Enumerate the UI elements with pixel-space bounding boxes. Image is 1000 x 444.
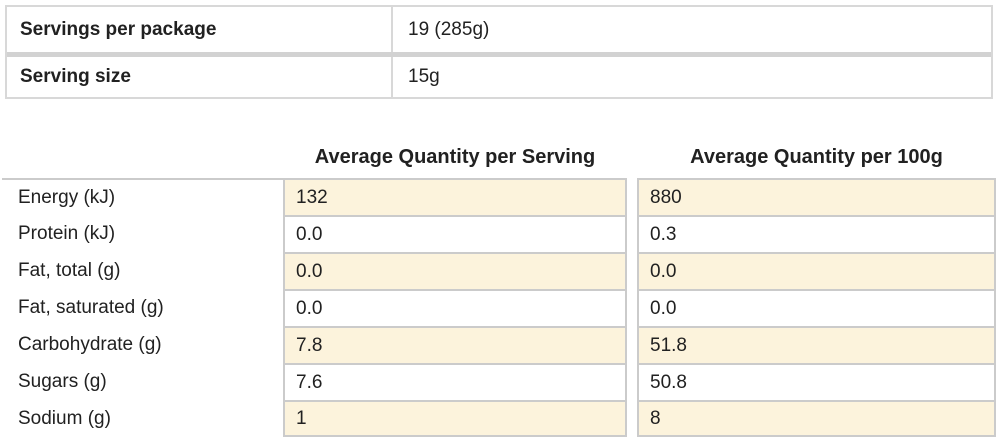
nutrition-table: Average Quantity per Serving Average Qua… [2, 104, 996, 437]
servings-per-package-value: 19 (285g) [408, 18, 490, 40]
per-serving-value: 0.0 [283, 289, 627, 326]
column-gap [627, 326, 637, 363]
serving-info-row: Servings per package 19 (285g) [7, 7, 991, 52]
column-gap [627, 400, 637, 437]
per-serving-value: 7.6 [283, 363, 627, 400]
per-100g-value: 0.3 [637, 215, 996, 252]
per-100g-value: 8 [637, 400, 996, 437]
row-label: Fat, total (g) [18, 259, 121, 281]
column-gap [627, 252, 637, 289]
row-label: Energy (kJ) [2, 178, 283, 215]
servings-per-package-label: Servings per package [7, 7, 393, 52]
per-100g-value: 0.0 [637, 289, 996, 326]
per-100g-value: 0.0 [637, 252, 996, 289]
per-100g-value: 50.8 [637, 363, 996, 400]
per-serving-value: 1 [283, 400, 627, 437]
per-serving-value: 0.0 [283, 215, 627, 252]
per-100g-value: 880 [637, 178, 996, 215]
row-label: Carbohydrate (g) [18, 333, 162, 355]
col-header-per-serving: Average Quantity per Serving [314, 146, 596, 168]
row-label: Sodium (g) [18, 407, 111, 429]
nutrition-row-sodium: Sodium (g) 1 8 [2, 400, 996, 437]
nutrition-row-sugars: Sugars (g) 7.6 50.8 [2, 363, 996, 400]
serving-size-value: 15g [408, 66, 440, 87]
column-gap [627, 289, 637, 326]
column-gap [627, 215, 637, 252]
serving-info-row: Serving size 15g [7, 52, 991, 97]
per-100g-value: 51.8 [637, 326, 996, 363]
row-label: Fat, saturated (g) [18, 296, 164, 318]
row-label: Sugars (g) [18, 370, 107, 392]
per-serving-value: 132 [283, 178, 627, 215]
per-serving-value: 7.8 [283, 326, 627, 363]
col-header-per-100g: Average Quantity per 100g [690, 146, 943, 168]
serving-info-table: Servings per package 19 (285g) Serving s… [5, 5, 993, 99]
nutrition-row-energy: Energy (kJ) 132 880 [2, 178, 996, 215]
header-gap [627, 104, 637, 178]
nutrition-row-fat-total: Fat, total (g) 0.0 0.0 [2, 252, 996, 289]
header-spacer [2, 104, 283, 178]
per-serving-value: 0.0 [283, 252, 627, 289]
nutrition-row-carbohydrate: Carbohydrate (g) 7.8 51.8 [2, 326, 996, 363]
column-gap [627, 178, 637, 215]
column-gap [627, 363, 637, 400]
row-label: Protein (kJ) [18, 222, 116, 244]
nutrition-row-fat-saturated: Fat, saturated (g) 0.0 0.0 [2, 289, 996, 326]
serving-size-label: Serving size [7, 57, 393, 97]
nutrition-header-row: Average Quantity per Serving Average Qua… [2, 104, 996, 178]
nutrition-row-protein: Protein (kJ) 0.0 0.3 [2, 215, 996, 252]
